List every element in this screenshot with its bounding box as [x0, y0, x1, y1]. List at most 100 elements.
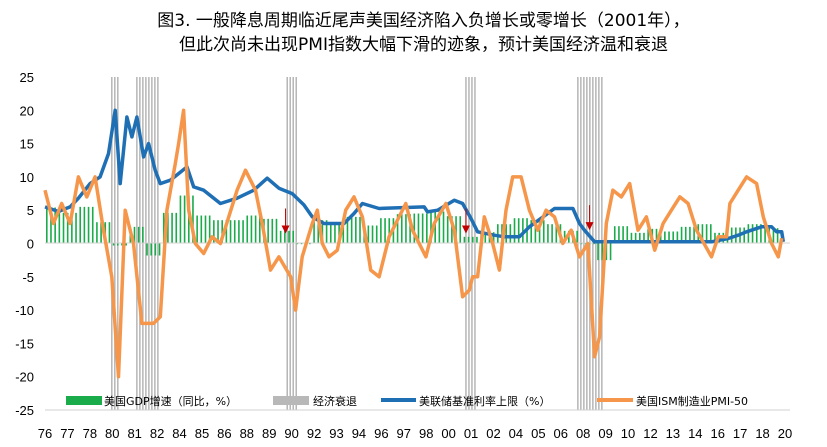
x-tick-label: 10: [621, 426, 635, 441]
gdp-bar: [334, 224, 336, 244]
gdp-bar: [446, 216, 449, 244]
y-tick-label: -20: [15, 370, 34, 385]
gdp-bar: [467, 236, 470, 244]
gdp-bar: [743, 227, 746, 244]
gdp-bar: [142, 226, 144, 244]
gdp-bar: [175, 212, 178, 244]
gdp-bar: [329, 224, 332, 244]
y-tick-label: 20: [20, 103, 34, 118]
gdp-bar: [167, 212, 169, 244]
x-tick-label: 84: [172, 426, 186, 441]
gdp-bar: [375, 225, 378, 244]
gdp-bar: [213, 220, 215, 244]
x-tick-label: 81: [127, 426, 141, 441]
gdp-bar: [764, 228, 766, 244]
gdp-bar: [242, 220, 244, 244]
gdp-bar: [87, 206, 90, 244]
legend-recession-label: 经济衰退: [313, 394, 357, 408]
gdp-bar: [730, 227, 733, 244]
legend-gdp-swatch: [66, 396, 102, 405]
gdp-bar: [200, 215, 203, 244]
gdp-bar: [108, 222, 111, 244]
gdp-bar: [196, 215, 198, 244]
gdp-bar: [91, 206, 94, 244]
gdp-bar: [664, 231, 666, 244]
series-lines: [43, 108, 786, 379]
gdp-bar: [772, 228, 775, 244]
gdp-bar: [179, 195, 182, 244]
x-tick-label: 93: [329, 426, 343, 441]
gdp-bar: [204, 215, 207, 244]
gdp-bar: [284, 230, 286, 244]
gdp-bar: [421, 213, 424, 244]
x-tick-label: 01: [464, 426, 478, 441]
gdp-bar: [75, 212, 77, 244]
gdp-bar: [580, 243, 583, 245]
gdp-bar: [760, 224, 762, 244]
x-tick-label: 89: [262, 426, 276, 441]
x-tick-label: 18: [755, 426, 769, 441]
gdp-bar: [116, 243, 119, 246]
gdp-bar: [547, 224, 549, 244]
y-tick-label: -5: [22, 270, 34, 285]
gdp-bar: [593, 243, 595, 245]
arrow-marker: [585, 205, 594, 231]
x-tick-label: 92: [307, 426, 321, 441]
gdp-bar: [342, 224, 345, 244]
x-tick-label: 13: [666, 426, 680, 441]
arrow-marker: [281, 208, 290, 234]
gdp-bar: [254, 215, 257, 244]
gdp-bar: [162, 212, 165, 244]
gdp-bar: [388, 218, 391, 244]
y-tick-label: 25: [20, 70, 34, 85]
gdp-bar: [183, 195, 186, 244]
gdp-bar: [313, 220, 315, 244]
x-tick-label: 20: [778, 426, 792, 441]
gdp-bar: [355, 216, 357, 244]
gdp-bar: [459, 216, 462, 244]
gdp-bar: [622, 226, 624, 244]
x-tick-label: 09: [598, 426, 612, 441]
gdp-bar: [346, 216, 349, 244]
pmi-line: [43, 108, 784, 379]
gdp-bar: [563, 230, 566, 244]
gdp-bar: [112, 243, 115, 246]
x-axis: 76 77 78 80 81 82 84 85 86 88 89 90 92 93 94 96 97 98 00 01…: [38, 426, 792, 441]
gdp-bar: [58, 207, 61, 244]
arrows: [281, 205, 594, 234]
gdp-bar: [605, 243, 608, 261]
gdp-bar: [534, 220, 537, 244]
gdp-bar: [405, 214, 407, 244]
gdp-bar: [100, 222, 102, 244]
gdp-bar: [371, 225, 374, 244]
y-tick-label: -25: [15, 403, 34, 418]
gdp-bar: [643, 232, 645, 244]
legend: 美国GDP增速（同比，%） 经济衰退 美联储基准利率上限（%） 美国ISM制造业…: [66, 394, 748, 408]
gdp-bar: [83, 206, 86, 244]
gdp-bar: [233, 220, 236, 244]
gdp-bar: [542, 220, 545, 244]
gdp-bar: [46, 207, 48, 244]
gdp-bar: [367, 225, 370, 244]
gdp-bar: [71, 212, 73, 244]
gdp-bar: [309, 243, 311, 245]
gdp-bar: [747, 224, 750, 244]
gdp-bar: [350, 216, 353, 244]
x-tick-label: 78: [83, 426, 97, 441]
gdp-bar: [238, 220, 240, 244]
gdp-bar: [601, 243, 604, 261]
gdp-bar: [701, 224, 704, 244]
gdp-bar: [137, 226, 140, 244]
gdp-bar: [54, 207, 56, 244]
x-tick-label: 90: [284, 426, 298, 441]
gdp-bar: [634, 232, 637, 244]
gdp-bar: [288, 230, 290, 244]
gdp-bar: [584, 243, 587, 245]
gdp-bar: [430, 211, 432, 244]
gdp-bar: [471, 236, 474, 244]
gdp-bar: [555, 224, 558, 244]
gdp-bar: [50, 207, 52, 244]
gdp-bar: [505, 224, 507, 244]
gdp-bar: [208, 215, 211, 244]
